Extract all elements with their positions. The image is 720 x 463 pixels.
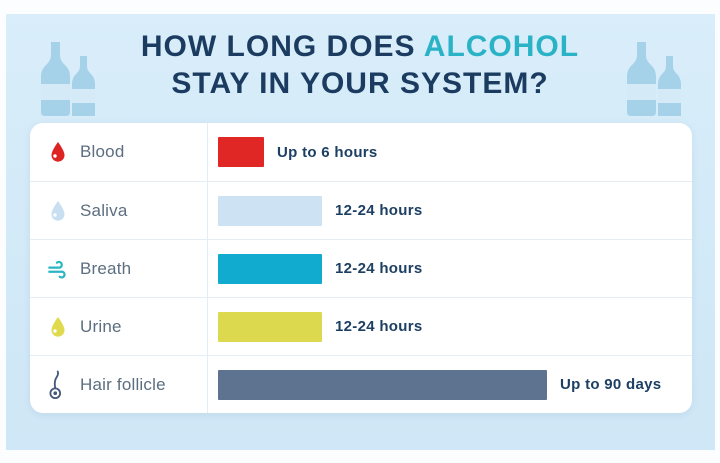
saliva-drop-icon xyxy=(45,196,71,226)
row-label: Urine xyxy=(80,316,122,336)
duration-bar xyxy=(218,369,547,400)
table-row-hair-follicle: Hair follicle Up to 90 days xyxy=(30,355,692,413)
bottles-left-icon xyxy=(41,42,95,116)
duration-bar xyxy=(218,311,322,342)
bar-cell: 12-24 hours xyxy=(207,311,692,342)
bar-cell: 12-24 hours xyxy=(207,195,692,226)
title-line-2: STAY IN YOUR SYSTEM? xyxy=(171,67,549,100)
duration-table: Blood Up to 6 hours Saliva 12-24 h xyxy=(30,123,692,413)
breath-wind-icon xyxy=(45,254,71,284)
duration-value: 12-24 hours xyxy=(335,202,423,219)
row-label: Blood xyxy=(80,142,125,161)
blood-drop-icon xyxy=(45,137,71,167)
row-label: Breath xyxy=(80,258,132,278)
title-line-1-prefix: HOW LONG DOES xyxy=(140,30,424,63)
table-row-saliva: Saliva 12-24 hours xyxy=(30,181,692,239)
hair-follicle-icon xyxy=(45,370,71,400)
label-cell: Hair follicle xyxy=(30,370,207,400)
title-line-1: HOW LONG DOES ALCOHOL xyxy=(0,28,720,65)
bar-cell: 12-24 hours xyxy=(207,253,692,284)
urine-drop-icon xyxy=(45,312,71,342)
header: HOW LONG DOES ALCOHOL STAY IN YOUR SYSTE… xyxy=(0,14,720,123)
row-label: Saliva xyxy=(80,200,128,220)
table-row-urine: Urine 12-24 hours xyxy=(30,297,692,355)
label-cell: Urine xyxy=(30,312,207,342)
duration-bar xyxy=(218,253,322,284)
duration-bar xyxy=(218,137,264,167)
duration-value: Up to 90 days xyxy=(560,376,662,393)
bar-cell: Up to 90 days xyxy=(207,369,692,400)
column-divider xyxy=(207,123,208,413)
duration-bar xyxy=(218,195,322,226)
bottles-right-icon xyxy=(627,42,681,116)
label-cell: Saliva xyxy=(30,196,207,226)
row-label: Hair follicle xyxy=(80,374,166,394)
label-cell: Blood xyxy=(30,137,207,167)
duration-value: 12-24 hours xyxy=(335,318,423,335)
label-cell: Breath xyxy=(30,254,207,284)
table-row-breath: Breath 12-24 hours xyxy=(30,239,692,297)
duration-value: Up to 6 hours xyxy=(277,143,378,161)
page-title: HOW LONG DOES ALCOHOL STAY IN YOUR SYSTE… xyxy=(0,28,720,102)
table-row-blood: Blood Up to 6 hours xyxy=(30,123,692,181)
bar-cell: Up to 6 hours xyxy=(207,137,692,167)
title-line-1-highlight: ALCOHOL xyxy=(423,30,580,63)
duration-value: 12-24 hours xyxy=(335,260,423,277)
